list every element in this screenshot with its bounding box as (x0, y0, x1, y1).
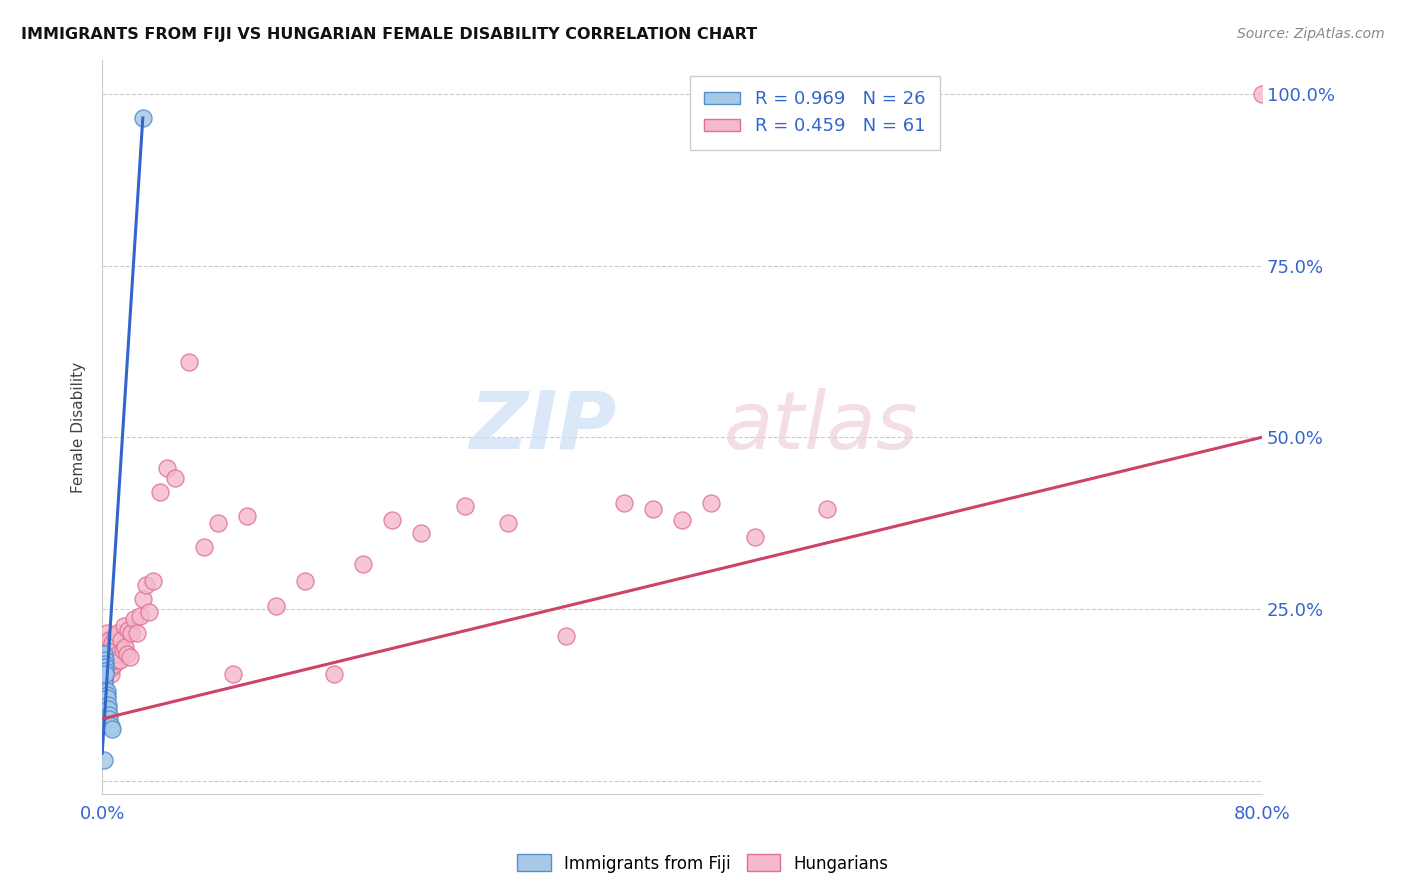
Point (122, 612, 145, 626)
Point (94, 664, 117, 678)
Point (93, 647, 115, 661)
Point (101, 636, 124, 650)
Point (97, 698, 120, 712)
Point (105, 626, 128, 640)
Text: IMMIGRANTS FROM FIJI VS HUNGARIAN FEMALE DISABILITY CORRELATION CHART: IMMIGRANTS FROM FIJI VS HUNGARIAN FEMALE… (21, 27, 758, 42)
Point (98, 632, 121, 647)
Point (115, 647, 138, 661)
Point (93, 657, 115, 671)
Point (352, 558, 374, 572)
Point (105, 653, 128, 667)
Point (103, 640, 125, 654)
Point (100, 640, 122, 654)
Point (93, 753, 115, 767)
Point (96, 688, 118, 702)
Point (97, 701, 120, 715)
Point (118, 650, 141, 665)
Point (700, 495, 723, 509)
Point (96, 657, 118, 671)
Point (94, 660, 117, 674)
Point (93, 667, 115, 681)
Point (104, 653, 127, 667)
Point (93, 647, 115, 661)
Point (120, 626, 142, 640)
Point (129, 608, 152, 623)
Point (94, 653, 117, 667)
Point (93, 677, 115, 691)
Legend: Immigrants from Fiji, Hungarians: Immigrants from Fiji, Hungarians (510, 847, 896, 880)
Point (93, 671, 115, 685)
Point (101, 722, 124, 736)
Point (142, 574, 165, 589)
Point (294, 574, 316, 589)
Point (496, 516, 519, 530)
Point (93, 653, 115, 667)
Point (236, 509, 259, 524)
Point (98, 653, 121, 667)
Point (163, 471, 186, 485)
Point (132, 591, 155, 606)
Point (815, 502, 838, 516)
Point (114, 640, 136, 654)
Point (138, 606, 160, 620)
Point (98, 708, 121, 723)
Point (179, 355, 201, 369)
Y-axis label: Female Disability: Female Disability (72, 361, 86, 492)
Point (94, 660, 117, 674)
Point (555, 629, 578, 643)
Point (97, 640, 120, 654)
Text: atlas: atlas (724, 388, 918, 466)
Legend: R = 0.969   N = 26, R = 0.459   N = 61: R = 0.969 N = 26, R = 0.459 N = 61 (690, 76, 939, 150)
Point (207, 516, 229, 530)
Point (156, 461, 179, 475)
Point (93, 664, 115, 678)
Point (96, 691, 118, 706)
Point (96, 626, 118, 640)
Text: Source: ZipAtlas.com: Source: ZipAtlas.com (1237, 27, 1385, 41)
Point (108, 653, 131, 667)
Point (93, 650, 115, 665)
Point (671, 513, 693, 527)
Point (117, 623, 139, 637)
Point (323, 667, 346, 681)
Point (112, 619, 135, 633)
Point (111, 643, 134, 657)
Point (381, 513, 404, 527)
Point (93, 660, 115, 674)
Point (125, 626, 148, 640)
Point (98, 712, 121, 726)
Point (411, 526, 433, 541)
Point (100, 667, 122, 681)
Point (94, 657, 117, 671)
Point (104, 629, 127, 643)
Point (453, 499, 475, 513)
Point (613, 495, 636, 509)
Point (101, 660, 124, 674)
Point (193, 540, 215, 554)
Point (107, 647, 129, 661)
Point (103, 657, 125, 671)
Point (110, 632, 132, 647)
Point (94, 636, 117, 650)
Point (149, 485, 172, 500)
Point (744, 530, 766, 544)
Point (135, 578, 157, 592)
Point (641, 502, 664, 516)
Point (93, 674, 115, 689)
Point (264, 599, 287, 613)
Point (132, 111, 155, 125)
Point (93, 653, 115, 667)
Point (221, 667, 243, 681)
Point (97, 664, 120, 678)
Text: ZIP: ZIP (470, 388, 617, 466)
Point (1251, 87, 1274, 101)
Point (96, 684, 118, 698)
Point (94, 667, 117, 681)
Point (100, 719, 122, 733)
